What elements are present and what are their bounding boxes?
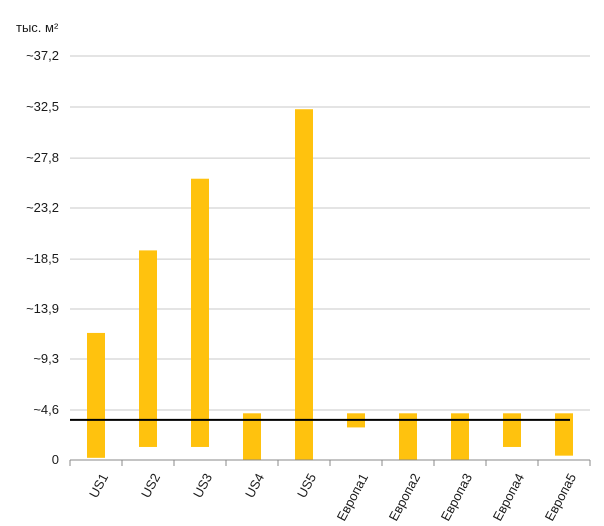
y-tick-label: ~9,3 bbox=[33, 351, 59, 366]
bar-US2 bbox=[139, 250, 157, 447]
y-tick-label: ~23,2 bbox=[26, 200, 59, 215]
y-tick-label: 0 bbox=[52, 452, 59, 467]
bars bbox=[87, 109, 573, 460]
x-tick-label: US5 bbox=[294, 471, 319, 500]
x-tick-label: US2 bbox=[138, 471, 163, 500]
x-tick-label: US1 bbox=[86, 471, 111, 500]
x-tick-label: Европа1 bbox=[334, 471, 371, 524]
y-tick-label: ~32,5 bbox=[26, 99, 59, 114]
y-tick-label: ~37,2 bbox=[26, 48, 59, 63]
bar-US5 bbox=[295, 109, 313, 460]
bar-Европа2 bbox=[399, 413, 417, 460]
bar-US4 bbox=[243, 413, 261, 460]
bar-US1 bbox=[87, 332, 105, 458]
bar-Европа4 bbox=[503, 413, 521, 447]
x-tick-label: Европа3 bbox=[438, 471, 475, 524]
x-tick-label: US4 bbox=[242, 471, 267, 500]
y-tick-labels: 0 ~4,6 ~9,3 ~13,9 ~18,5 ~23,2 ~27,8 ~32,5 ~37,2 bbox=[26, 48, 59, 467]
bar-US3 bbox=[191, 178, 209, 447]
x-tick-label: US3 bbox=[190, 471, 215, 500]
bar-Европа5 bbox=[555, 413, 573, 456]
x-axis: US1 US2 US3 US4 US5 Европа1 Европа2 Европа3 Евро… bbox=[69, 459, 591, 524]
x-tick-label: Европа4 bbox=[490, 471, 527, 524]
y-axis-unit-label: тыс. м² bbox=[16, 20, 59, 35]
x-tick-label: Европа2 bbox=[386, 471, 423, 524]
x-tick-label: Европа5 bbox=[542, 471, 579, 524]
y-tick-label: ~13,9 bbox=[26, 301, 59, 316]
y-tick-label: ~18,5 bbox=[26, 251, 59, 266]
y-tick-label: ~27,8 bbox=[26, 150, 59, 165]
bar-Европа3 bbox=[451, 413, 469, 460]
y-tick-label: ~4,6 bbox=[33, 402, 59, 417]
